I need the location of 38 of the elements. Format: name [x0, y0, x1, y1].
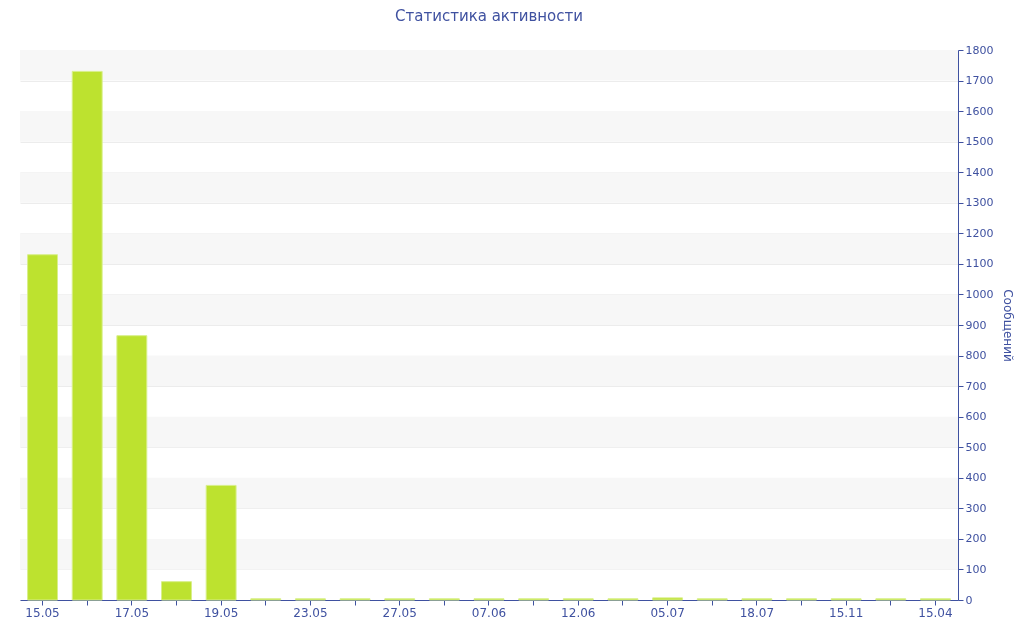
y-tick-label: 1400 — [965, 165, 994, 179]
x-tick-label: 12.06 — [561, 605, 596, 620]
x-tick-label: 19.05 — [203, 605, 239, 620]
y-tick-label: 1800 — [965, 43, 994, 57]
y-tick-label: 0 — [965, 593, 973, 607]
y-tick-label: 900 — [965, 318, 987, 332]
bar — [205, 484, 237, 601]
x-tick-label: 15.11 — [828, 605, 864, 620]
y-tick-label: 300 — [965, 501, 987, 515]
y-tick-label: 800 — [965, 349, 987, 363]
y-tick-label: 600 — [965, 410, 987, 424]
y-tick-label: 700 — [965, 379, 987, 393]
chart-title: Статистика активности — [395, 7, 583, 25]
y-tick-label: 500 — [965, 440, 987, 454]
x-tick-label: 23.05 — [293, 605, 328, 620]
bar — [116, 335, 148, 601]
bar — [27, 254, 58, 601]
x-tick-label: 15.04 — [918, 605, 953, 620]
x-tick-label: 15.05 — [25, 605, 60, 620]
y-tick-label: 1500 — [965, 135, 994, 149]
y-tick-label: 100 — [965, 562, 987, 576]
y-tick-label: 1000 — [965, 287, 994, 301]
y-tick-label: 1600 — [965, 104, 994, 118]
x-tick-label: 07.06 — [471, 605, 507, 620]
x-tick-label: 05.07 — [650, 605, 685, 620]
x-tick-label: 27.05 — [382, 605, 417, 620]
x-tick-label: 17.05 — [114, 605, 150, 620]
y-axis-title: Сообщений — [1001, 289, 1016, 362]
y-tick-label: 1100 — [965, 257, 994, 271]
x-tick-label: 18.07 — [739, 605, 775, 620]
bar — [161, 581, 192, 601]
y-tick-label: 1700 — [965, 74, 994, 88]
bar — [652, 597, 684, 601]
bar — [71, 70, 103, 601]
y-tick-label: 400 — [965, 471, 987, 485]
y-tick-label: 1300 — [965, 196, 994, 210]
y-tick-label: 1200 — [965, 226, 994, 240]
y-tick-label: 200 — [965, 532, 987, 546]
